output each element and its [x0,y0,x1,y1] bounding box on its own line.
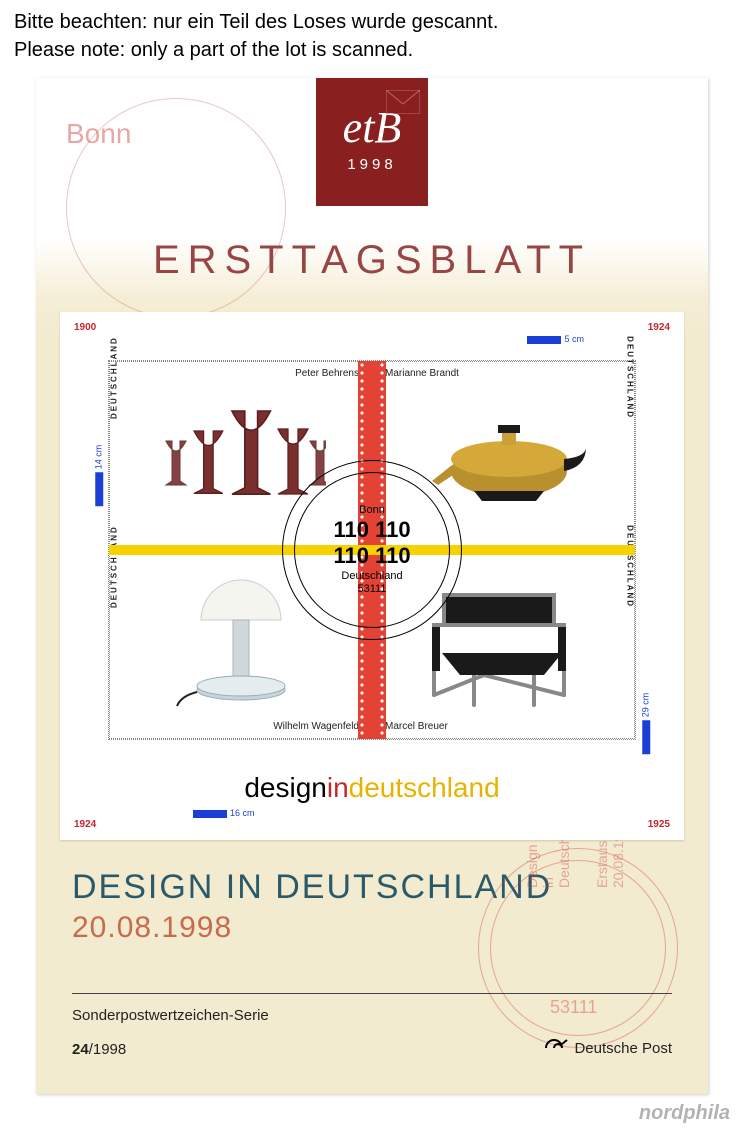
measure-bot: 16 cm [190,808,255,818]
stamp-sheet: 1900 1924 1924 1925 5 cm 14 cm 29 cm 16 … [60,312,684,840]
postmark-denom: 110 [333,517,369,542]
dealer-watermark: nordphila [639,1102,730,1125]
notice-de: Bitte beachten: nur ein Teil des Loses w… [14,8,730,36]
postmark-zip: 53111 [358,583,387,596]
corner-year-br: 1925 [648,819,670,830]
designer-label: Marcel Breuer [385,721,448,732]
country-label: DEUTSCHLAND [626,336,635,419]
footer-separator [72,993,672,994]
measure-top: 5 cm [524,334,584,344]
footer-row: 24/1998 Deutsche Post [72,1038,672,1058]
notice-en: Please note: only a part of the lot is s… [14,36,730,64]
measure-left: 14 cm [93,445,103,510]
scan-notice: Bitte beachten: nur ein Teil des Loses w… [0,0,744,72]
logo-monogram: etB [316,78,428,150]
bottom-right-postmark: DesigninDeutschland Erstausgabe20.08.199… [478,848,678,1048]
deutsche-post-logo: Deutsche Post [542,1038,672,1058]
sheet-tagline: designindeutschland [60,772,684,804]
issue-number: 24/1998 [72,1041,126,1058]
ersttagsblatt-card: Bonn etB 1998 ERSTTAGSBLATT 1900 1924 19… [36,78,708,1094]
corner-year-bl: 1924 [74,819,96,830]
country-label: DEUTSCHLAND [626,525,635,608]
country-label: DEUTSCHLAND [110,525,119,608]
measure-right: 29 cm [641,693,651,758]
etb-logo: etB 1998 [316,78,428,206]
postmark-city: Bonn [359,504,385,517]
ersttagsblatt-heading: ERSTTAGSBLATT [36,238,708,283]
corner-year-tr: 1924 [648,322,670,333]
stamp-grid: DEUTSCHLAND Peter Behrens DEUTSCHLAND Ma… [108,360,636,740]
table-lamp-icon [171,570,311,720]
postmark-top-city: Bonn [66,118,131,150]
corner-year-tl: 1900 [74,322,96,333]
center-postmark: Bonn 110 110 110 110 Deutschland 53111 [282,460,462,640]
designer-label: Marianne Brandt [385,368,459,379]
designer-label: Wilhelm Wagenfeld [273,721,359,732]
logo-year: 1998 [316,150,428,173]
postmark-country: Deutschland [341,570,402,583]
posthorn-icon [542,1038,568,1058]
envelope-icon [386,90,420,114]
country-label: DEUTSCHLAND [110,336,119,419]
designer-label: Peter Behrens [295,368,359,379]
series-label: Sonderpostwertzeichen-Serie [72,1007,269,1024]
